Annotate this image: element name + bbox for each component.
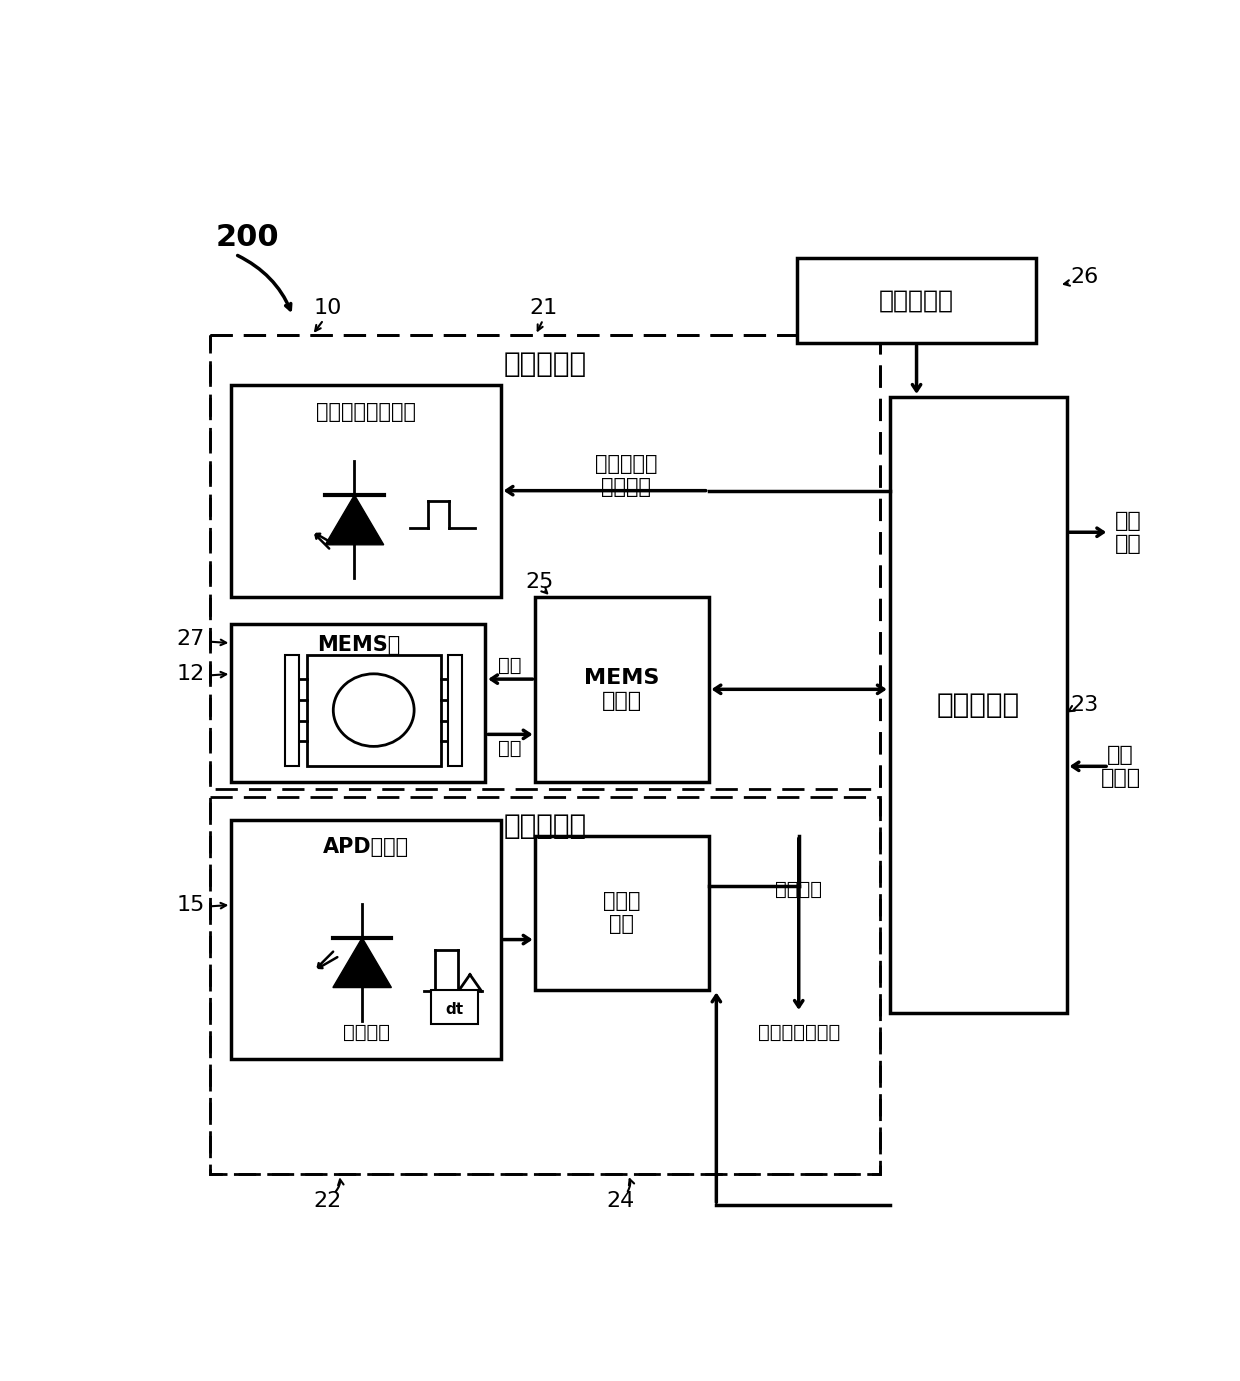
Text: 27: 27: [176, 630, 205, 649]
Text: 24: 24: [606, 1192, 634, 1211]
Polygon shape: [332, 938, 392, 987]
Text: 系统控制器: 系统控制器: [936, 690, 1019, 718]
Bar: [432, 990, 477, 1025]
Bar: [211, 336, 880, 790]
Text: 触发和激光
功率设置: 触发和激光 功率设置: [594, 454, 657, 497]
Text: dt: dt: [445, 1003, 464, 1018]
Text: 接收器
电路: 接收器 电路: [603, 891, 640, 934]
Text: 点云
数据: 点云 数据: [1115, 511, 1142, 554]
Text: 激光照射发射信号: 激光照射发射信号: [316, 402, 415, 423]
Bar: [889, 396, 1066, 1012]
Bar: [449, 655, 463, 766]
Text: 发射器路径: 发射器路径: [503, 351, 587, 378]
Polygon shape: [325, 494, 383, 544]
Bar: [536, 836, 708, 990]
Bar: [797, 258, 1035, 342]
Text: 23: 23: [1070, 695, 1099, 715]
Text: MEMS
驱动器: MEMS 驱动器: [584, 668, 660, 711]
Text: 200: 200: [216, 224, 279, 253]
Bar: [306, 655, 441, 766]
Text: 触发和增益设置: 触发和增益设置: [758, 1022, 839, 1041]
Text: MEMS镜: MEMS镜: [316, 635, 401, 656]
Bar: [231, 820, 501, 1059]
Text: 15: 15: [176, 895, 205, 916]
Text: 配置
和状态: 配置 和状态: [1101, 744, 1141, 789]
Text: 反射信号: 反射信号: [342, 1022, 389, 1041]
Bar: [231, 624, 485, 782]
Bar: [536, 597, 708, 782]
Text: 10: 10: [314, 298, 342, 318]
Text: 21: 21: [529, 298, 557, 318]
Bar: [211, 336, 880, 1174]
Text: 22: 22: [314, 1192, 342, 1211]
Text: 温度传感器: 温度传感器: [879, 289, 954, 312]
Text: 致动: 致动: [498, 656, 522, 675]
Text: 12: 12: [176, 664, 205, 684]
Text: APD二极管: APD二极管: [322, 837, 409, 858]
Text: 25: 25: [525, 572, 553, 591]
Text: 26: 26: [1070, 268, 1099, 287]
Bar: [211, 797, 880, 1174]
Text: 原始数据: 原始数据: [775, 880, 822, 899]
Bar: [231, 385, 501, 597]
Bar: [285, 655, 299, 766]
Text: 感测: 感测: [498, 739, 522, 758]
Text: 接收器路径: 接收器路径: [503, 812, 587, 841]
Ellipse shape: [334, 674, 414, 746]
